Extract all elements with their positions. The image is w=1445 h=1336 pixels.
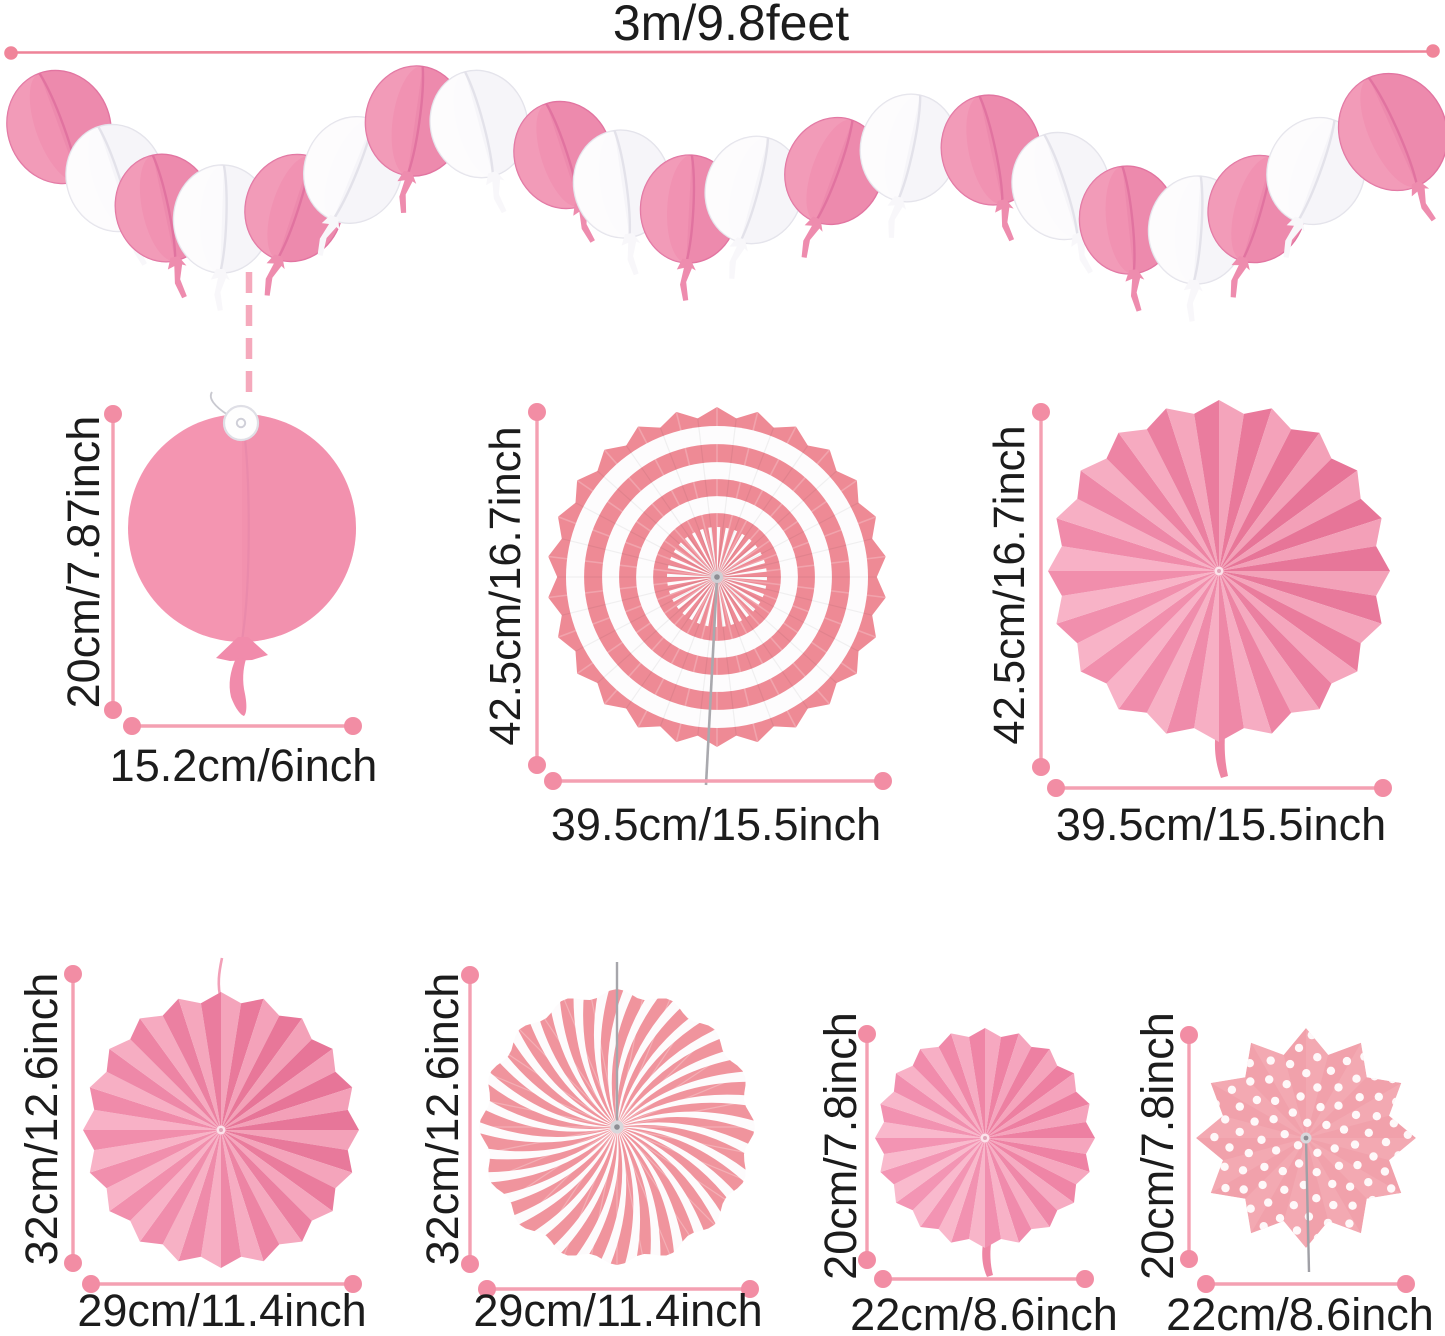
svg-text:20cm/7.8inch: 20cm/7.8inch — [1132, 1012, 1183, 1280]
svg-text:42.5cm/16.7inch: 42.5cm/16.7inch — [986, 425, 1034, 744]
svg-text:22cm/8.6inch: 22cm/8.6inch — [850, 1289, 1118, 1336]
svg-text:22cm/8.6inch: 22cm/8.6inch — [1166, 1289, 1434, 1336]
svg-text:39.5cm/15.5inch: 39.5cm/15.5inch — [1056, 799, 1386, 850]
svg-text:20cm/7.87inch: 20cm/7.87inch — [58, 416, 109, 709]
svg-text:32cm/12.6inch: 32cm/12.6inch — [417, 973, 468, 1266]
svg-text:29cm/11.4inch: 29cm/11.4inch — [77, 1285, 366, 1336]
svg-text:39.5cm/15.5inch: 39.5cm/15.5inch — [551, 799, 881, 850]
svg-text:15.2cm/6inch: 15.2cm/6inch — [110, 740, 378, 791]
svg-text:32cm/12.6inch: 32cm/12.6inch — [16, 973, 67, 1266]
svg-text:29cm/11.4inch: 29cm/11.4inch — [473, 1285, 762, 1336]
svg-text:3m/9.8feet: 3m/9.8feet — [613, 0, 849, 51]
svg-text:42.5cm/16.7inch: 42.5cm/16.7inch — [482, 426, 530, 745]
svg-text:20cm/7.8inch: 20cm/7.8inch — [815, 1012, 866, 1280]
